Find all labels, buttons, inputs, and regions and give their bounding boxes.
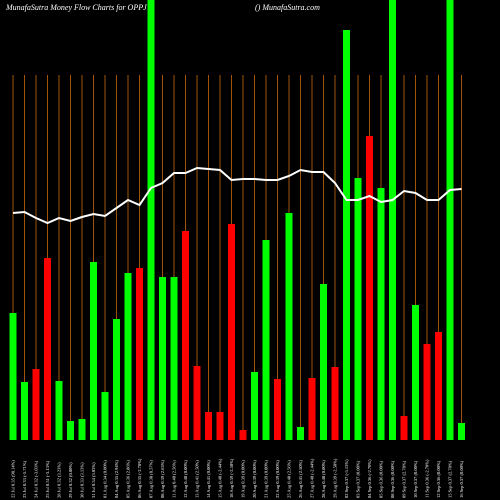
x-tick-label: 22 Jul 0.35 (98.14%)	[11, 460, 16, 498]
bar	[136, 268, 143, 440]
bar	[55, 381, 63, 440]
x-tick-label: 21 Aug 0.39 (0.00%)	[264, 460, 269, 498]
x-tick-label: 04 Aug 0.35 (2.94%)	[114, 460, 119, 498]
x-tick-label: 12 Sep 0.36 (0.00%)	[436, 460, 441, 498]
x-tick-label: 26 Aug 0.41 (2.50%)	[298, 460, 303, 498]
bar	[446, 0, 454, 440]
x-tick-label: 06 Aug 0.35 (-2.78%)	[137, 458, 142, 498]
x-tick-label: 09 Sep 0.37 (2.78%)	[402, 460, 407, 498]
x-tick-label: 28 Aug 0.40 (0.00%)	[321, 460, 326, 498]
bar	[44, 258, 51, 440]
lines	[12, 166, 462, 225]
x-tick-label: 12 Aug 0.40 (0.00%)	[183, 460, 188, 498]
x-tick-label: 11 Aug 0.40 (2.56%)	[172, 460, 177, 498]
bar	[147, 0, 155, 440]
bar	[274, 379, 281, 440]
bar	[285, 213, 293, 440]
labels: 22 Jul 0.35 (98.14%) 23 Jul 0.33 (-5.71%)…	[11, 458, 465, 498]
x-tick-label: 28 Jul 0.32 (3.23%)	[57, 462, 62, 498]
bar	[251, 372, 258, 440]
x-tick-label: 23 Jul 0.33 (-5.71%)	[22, 460, 27, 498]
x-tick-label: 29 Aug 0.39 (-2.50%)	[333, 458, 338, 498]
bar	[423, 344, 431, 440]
x-tick-label: 08 Sep 0.36 (0.00%)	[390, 460, 395, 498]
x-tick-label: 13 Aug 0.41 (2.50%)	[195, 460, 200, 498]
bar	[435, 332, 442, 440]
x-tick-label: 20 Aug 0.39 (0.00%)	[252, 460, 257, 498]
bars	[9, 0, 465, 440]
bar	[21, 382, 28, 440]
x-tick-label: 22 Aug 0.39 (0.00%)	[275, 460, 280, 498]
x-tick-label: 31 Jul 0.34 (3.03%)	[91, 462, 96, 498]
x-tick-label: 03 Sep 0.37 (0.00%)	[356, 460, 361, 498]
money-flow-line	[12, 166, 462, 225]
bar	[113, 319, 120, 440]
bar	[159, 277, 166, 440]
bar	[297, 427, 304, 440]
bar	[389, 0, 396, 440]
x-tick-label: 11 Sep 0.36 (-2.70%)	[425, 459, 430, 498]
x-tick-label: 08 Aug 0.39 (2.63%)	[160, 460, 165, 498]
x-tick-label: 05 Sep 0.36 (0.00%)	[379, 460, 384, 498]
chart-title: MunafaSutra Money Flow Charts for OPPJ	[5, 3, 147, 12]
bar	[331, 367, 339, 440]
bar	[458, 423, 465, 440]
x-tick-label: 04 Sep 0.36 (-2.70%)	[367, 459, 372, 498]
x-tick-label: 27 Aug 0.40 (-2.44%)	[310, 458, 315, 498]
x-tick-label: 19 Aug 0.39 (0.00%)	[241, 460, 246, 498]
bar	[78, 419, 86, 440]
bar	[9, 313, 17, 440]
x-tick-label: 18 Aug 0.39 (-2.50%)	[229, 458, 234, 498]
x-tick-label: 02 Sep 0.37 (-5.13%)	[344, 459, 349, 498]
x-tick-label: 01 Aug 0.34 (0.00%)	[103, 460, 108, 498]
bar	[366, 136, 373, 440]
bar	[308, 378, 316, 440]
bar	[412, 305, 419, 440]
x-tick-label: 14 Aug 0.41 (0.00%)	[206, 460, 211, 498]
bar	[124, 273, 132, 440]
bar	[320, 284, 327, 440]
bar	[193, 366, 201, 440]
bar	[182, 231, 189, 440]
bar	[377, 188, 385, 440]
bar	[90, 262, 97, 440]
x-tick-label: 10 Sep 0.37 (0.00%)	[413, 460, 418, 498]
bar	[354, 178, 362, 440]
x-tick-label: 15 Sep 0.37 (2.78%)	[448, 460, 453, 498]
bar	[216, 412, 224, 440]
x-tick-label: 24 Jul 0.32 (-3.03%)	[34, 460, 39, 498]
bar	[205, 412, 212, 440]
bar	[343, 30, 350, 440]
bar	[170, 277, 178, 440]
x-tick-label: 29 Jul 0.32 (0.00%)	[68, 462, 73, 498]
bar	[101, 392, 109, 440]
bar	[32, 369, 40, 440]
x-tick-label: 25 Aug 0.40 (2.56%)	[287, 460, 292, 498]
x-tick-label: 15 Aug 0.40 (-2.44%)	[218, 458, 223, 498]
chart-subtitle: () MunafaSutra.com	[255, 3, 320, 12]
x-tick-label: 07 Aug 0.38 (8.57%)	[149, 460, 154, 498]
x-tick-label: 30 Jul 0.33 (3.13%)	[80, 462, 85, 498]
x-tick-label: 16 Sep 0.37 (0.00%)	[459, 460, 464, 498]
bar	[67, 421, 74, 440]
bar	[262, 240, 270, 440]
bar	[228, 224, 235, 440]
x-tick-label: 05 Aug 0.36 (2.86%)	[126, 460, 131, 498]
bar	[400, 416, 408, 440]
bar	[239, 430, 247, 440]
x-tick-label: 25 Jul 0.31 (-3.13%)	[45, 460, 50, 498]
